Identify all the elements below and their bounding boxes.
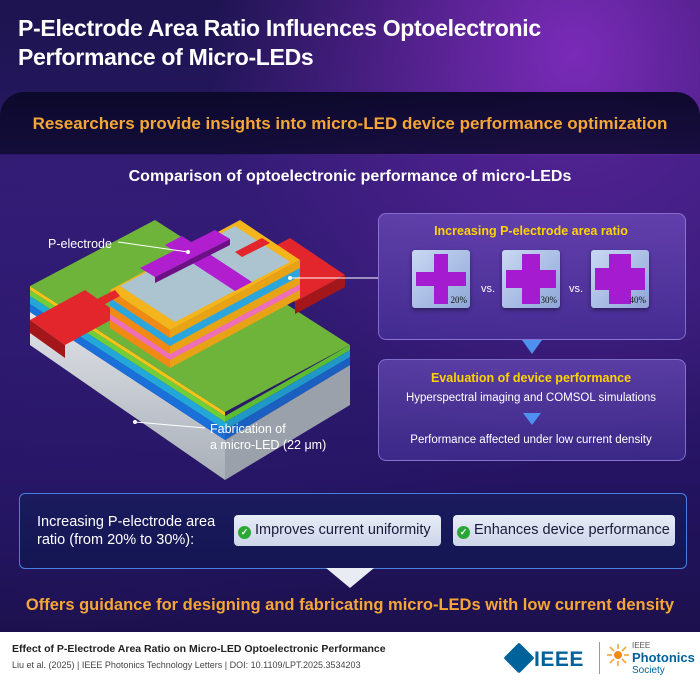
evaluation-panel [378, 359, 686, 461]
evaluation-method: Hyperspectral imaging and COMSOL simulat… [405, 392, 657, 404]
article-title: Effect of P-Electrode Area Ratio on Micr… [12, 643, 386, 655]
subtitle-band [0, 92, 700, 154]
ratio-label-40: 40% [629, 295, 647, 305]
logo-divider [599, 642, 600, 674]
subtitle: Researchers provide insights into micro-… [32, 114, 668, 133]
page-title: P-Electrode Area Ratio Influences Optoel… [18, 15, 541, 70]
conclusion: Offers guidance for designing and fabric… [25, 596, 675, 614]
fabrication-label: Fabrication of a micro-LED (22 μm) [210, 422, 327, 452]
vs-label-2: vs. [569, 283, 584, 295]
cross-electrode-horizontal [595, 268, 645, 290]
benefit-uniformity: ✓ Improves current uniformity [234, 515, 441, 546]
photonics-society-name: IEEE Photonics Society [632, 641, 695, 676]
summary-statement: Increasing P-electrode area ratio (from … [37, 514, 216, 548]
footer [0, 632, 700, 684]
ieee-logo: IEEE [534, 648, 584, 671]
ratio-panel-title: Increasing P-electrode area ratio [434, 224, 628, 238]
electrode-card-40: 40% [591, 250, 649, 308]
down-arrow-icon [522, 340, 542, 354]
photonics-society-logo-icon [607, 644, 629, 666]
evaluation-panel-title: Evaluation of device performance [430, 371, 632, 385]
micro-led-illustration [30, 220, 378, 480]
cross-electrode-horizontal [506, 270, 556, 288]
ratio-label-30: 30% [540, 295, 558, 305]
cross-electrode-horizontal [416, 272, 466, 286]
vs-label-1: vs. [481, 283, 496, 295]
down-triangle-icon [326, 568, 374, 588]
ratio-label-20: 20% [450, 295, 468, 305]
p-electrode-label: P-electrode [48, 237, 112, 251]
article-citation: Liu et al. (2025) | IEEE Photonics Techn… [12, 660, 361, 670]
down-arrow-icon [523, 413, 541, 425]
evaluation-result: Performance affected under low current d… [410, 434, 652, 446]
benefit-performance: ✓ Enhances device performance [453, 515, 675, 546]
electrode-card-30: 30% [502, 250, 560, 308]
electrode-card-20: 20% [412, 250, 470, 308]
check-icon: ✓ [457, 526, 470, 539]
comparison-heading: Comparison of optoelectronic performance… [128, 168, 572, 185]
check-icon: ✓ [238, 526, 251, 539]
